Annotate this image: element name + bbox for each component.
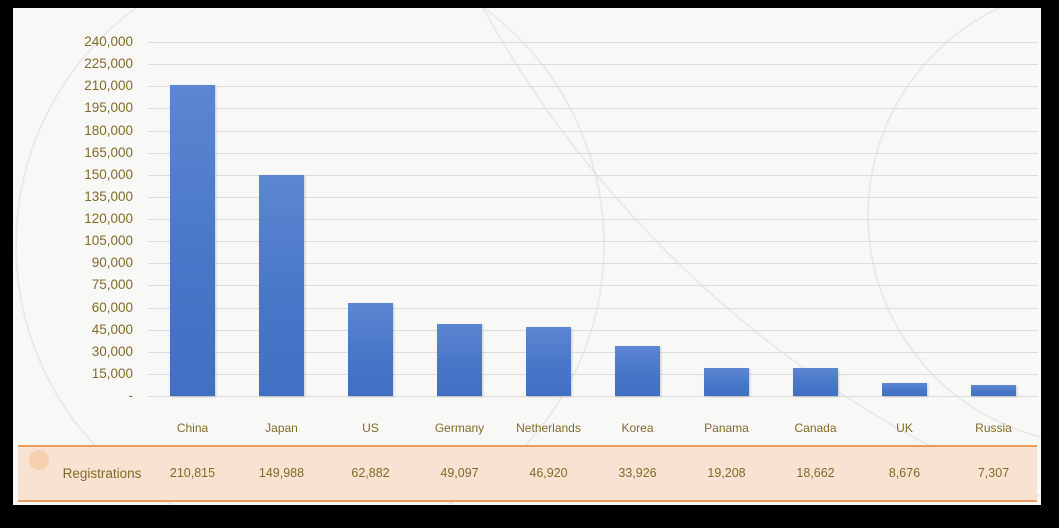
y-axis-tick-label: 105,000 <box>84 233 133 249</box>
gridline <box>148 307 1038 309</box>
table-value-uk: 8,676 <box>888 466 921 480</box>
y-axis-tick-label: 225,000 <box>84 56 133 72</box>
gridline <box>148 108 1038 110</box>
y-axis-tick-label: 210,000 <box>84 78 133 94</box>
bar-china <box>170 85 215 396</box>
gridline <box>148 263 1038 265</box>
y-axis-tick-label: 195,000 <box>84 100 133 116</box>
table-value-us: 62,882 <box>351 466 390 480</box>
category-label-russia: Russia <box>975 421 1012 435</box>
y-axis-tick-label: 45,000 <box>91 321 133 337</box>
table-value-panama: 19,208 <box>707 466 746 480</box>
bar-panama <box>704 368 749 396</box>
category-label-japan: Japan <box>265 421 298 435</box>
y-axis-tick-label: 180,000 <box>84 122 133 138</box>
series-row-label: Registrations <box>62 466 142 481</box>
background-circle-decoration-left <box>15 8 605 505</box>
table-value-germany: 49,097 <box>440 466 479 480</box>
bar-netherlands <box>526 327 571 396</box>
gridline <box>148 196 1038 198</box>
y-axis-tick-label: 75,000 <box>91 277 133 293</box>
gridline <box>148 174 1038 176</box>
gridline <box>148 219 1038 220</box>
data-table: Registrations 210,815 149,988 62,882 49,097… <box>18 445 1037 502</box>
y-axis-tick-label: 150,000 <box>84 166 133 182</box>
gridline <box>148 329 1038 331</box>
gridline <box>148 373 1038 375</box>
y-axis-tick-label: 15,000 <box>91 365 133 381</box>
gridline <box>148 152 1038 154</box>
slide-canvas: 240,000 225,000 210,000 195,000 180,000 165,0… <box>13 8 1041 505</box>
category-label-uk: UK <box>896 421 913 435</box>
y-axis-tick-label: 135,000 <box>84 188 133 204</box>
category-label-canada: Canada <box>794 421 837 435</box>
gridline <box>148 86 1038 88</box>
table-value-russia: 7,307 <box>977 466 1010 480</box>
y-axis-tick-label: 165,000 <box>84 144 133 160</box>
y-axis-tick-label: - <box>128 388 134 403</box>
table-dot-decoration <box>29 450 49 470</box>
y-axis-tick-label: 90,000 <box>91 255 133 271</box>
bar-japan <box>259 175 304 396</box>
table-value-china: 210,815 <box>169 466 216 480</box>
bar-russia <box>971 385 1016 396</box>
category-label-netherlands: Netherlands <box>516 421 581 435</box>
category-label-germany: Germany <box>434 421 485 435</box>
gridline <box>148 241 1038 243</box>
category-label-korea: Korea <box>621 421 654 435</box>
gridline <box>148 130 1038 132</box>
gridline <box>148 42 1038 43</box>
gridline <box>148 285 1038 287</box>
table-value-japan: 149,988 <box>258 466 305 480</box>
category-label-panama: Panama <box>704 421 749 435</box>
gridline <box>148 396 1038 397</box>
y-axis-tick-label: 60,000 <box>91 299 133 315</box>
y-axis-tick-label: 120,000 <box>84 211 133 226</box>
bar-germany <box>437 324 482 396</box>
y-axis-tick-label: 30,000 <box>91 343 133 359</box>
bar-chart: 240,000 225,000 210,000 195,000 180,000 165,0… <box>13 8 1041 505</box>
table-value-canada: 18,662 <box>796 466 835 480</box>
gridline <box>148 351 1038 353</box>
bar-uk <box>882 383 927 396</box>
y-axis-tick-label: 240,000 <box>84 34 133 49</box>
category-label-us: US <box>362 421 379 435</box>
bar-canada <box>793 368 838 396</box>
table-value-netherlands: 46,920 <box>529 466 568 480</box>
gridline <box>148 64 1038 66</box>
bar-us <box>348 303 393 396</box>
table-value-korea: 33,926 <box>618 466 657 480</box>
category-label-china: China <box>176 421 209 435</box>
bar-korea <box>615 346 660 396</box>
